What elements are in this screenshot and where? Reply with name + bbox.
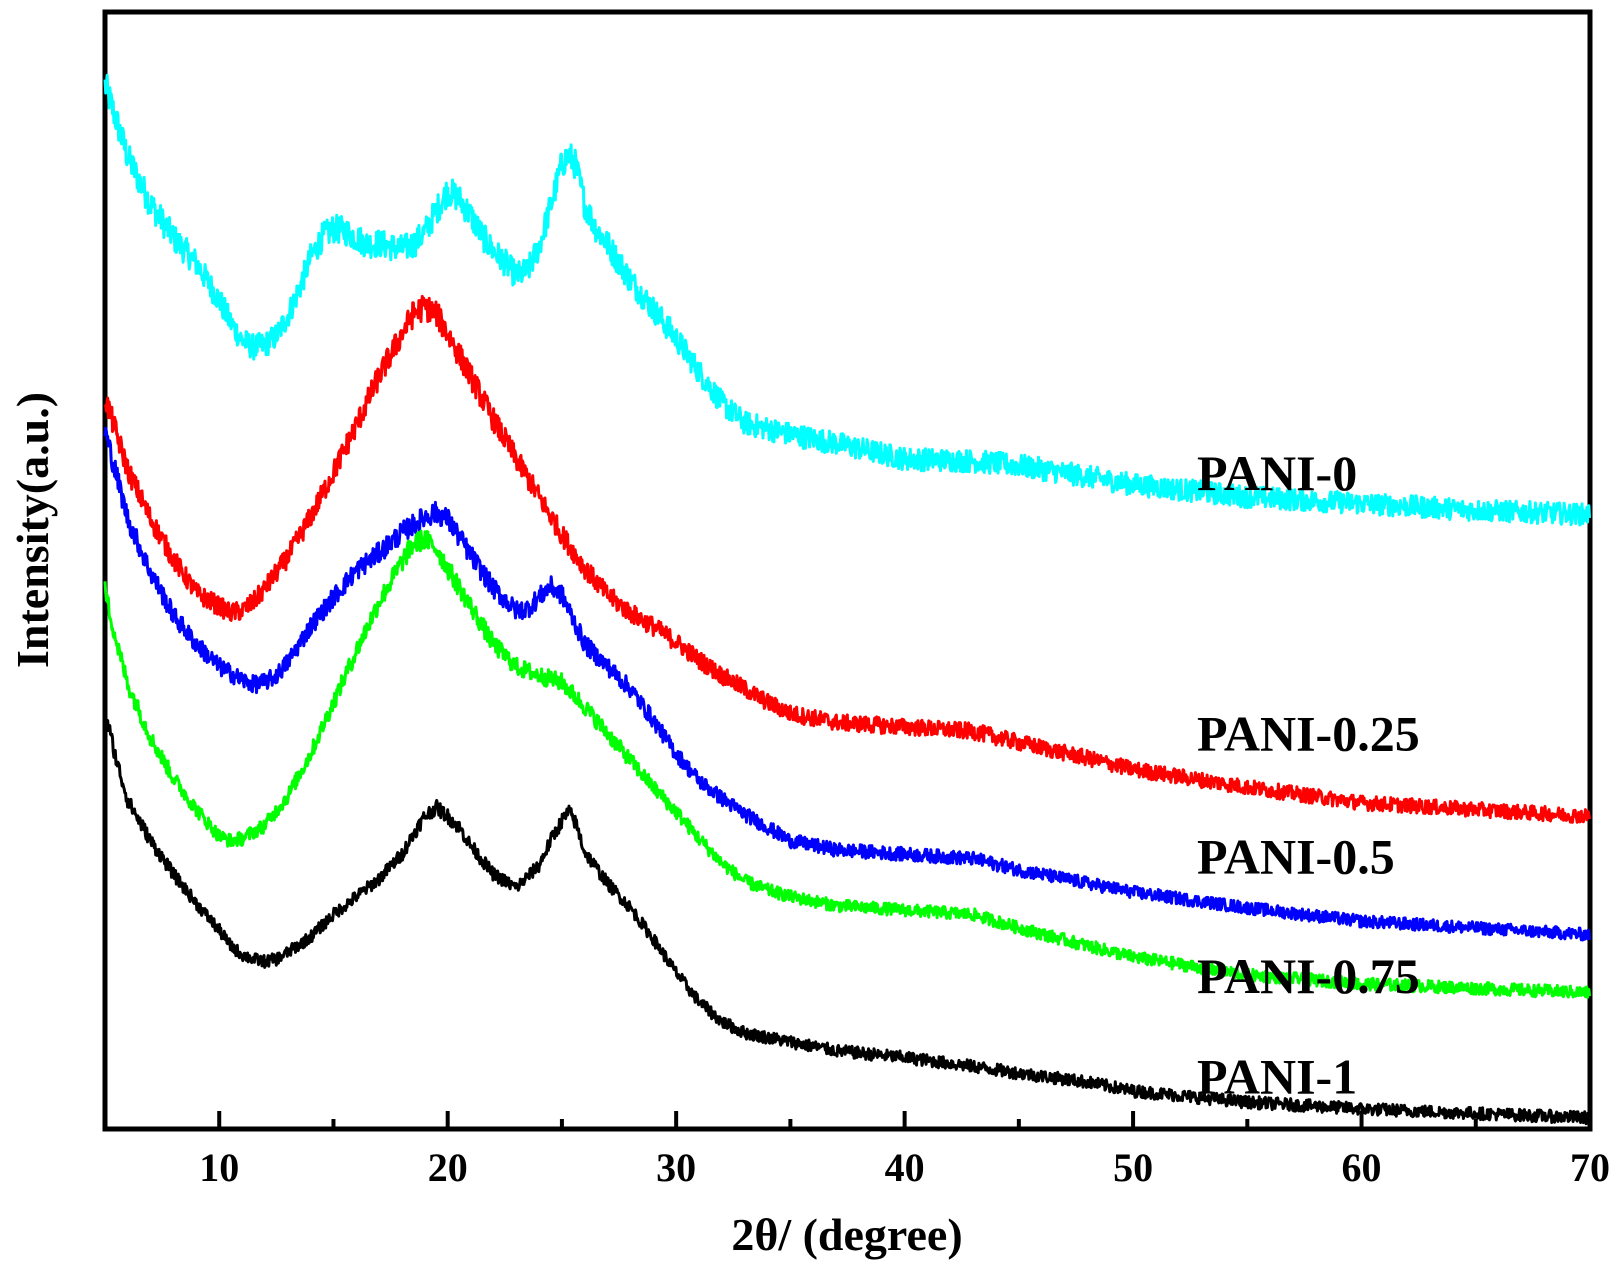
y-axis-title: Intensity(a.u.): [7, 392, 58, 668]
series-lines: [103, 73, 1591, 1126]
x-tick-label-60: 60: [1342, 1145, 1382, 1190]
x-tick-label-30: 30: [656, 1145, 696, 1190]
x-tick-label-70: 70: [1570, 1145, 1610, 1190]
series-label-pani-0.75: PANI-0.75: [1197, 948, 1420, 1004]
series-labels: PANI-0 PANI-0.25 PANI-0.5 PANI-0.75 PANI-1: [1197, 445, 1420, 1104]
x-axis-title: 2θ/ (degree): [731, 1209, 962, 1260]
series-line-pani-0: [103, 73, 1591, 527]
x-tick-label-40: 40: [885, 1145, 925, 1190]
x-axis-ticks: [217, 1111, 1592, 1129]
series-line-pani-0.5: [103, 426, 1591, 942]
series-label-pani-0.25: PANI-0.25: [1197, 705, 1420, 761]
series-line-pani-0.75: [103, 529, 1591, 999]
series-label-pani-1: PANI-1: [1197, 1048, 1357, 1104]
x-tick-label-50: 50: [1113, 1145, 1153, 1190]
x-axis-tick-labels: 10 20 30 40 50 60 70: [199, 1145, 1610, 1190]
plot-frame: [102, 9, 1593, 1132]
series-label-pani-0: PANI-0: [1197, 445, 1357, 501]
x-tick-label-20: 20: [428, 1145, 468, 1190]
series-line-pani-0.25: [103, 294, 1591, 824]
x-tick-label-10: 10: [199, 1145, 239, 1190]
series-label-pani-0.5: PANI-0.5: [1197, 828, 1395, 884]
series-line-pani-1: [103, 704, 1591, 1126]
